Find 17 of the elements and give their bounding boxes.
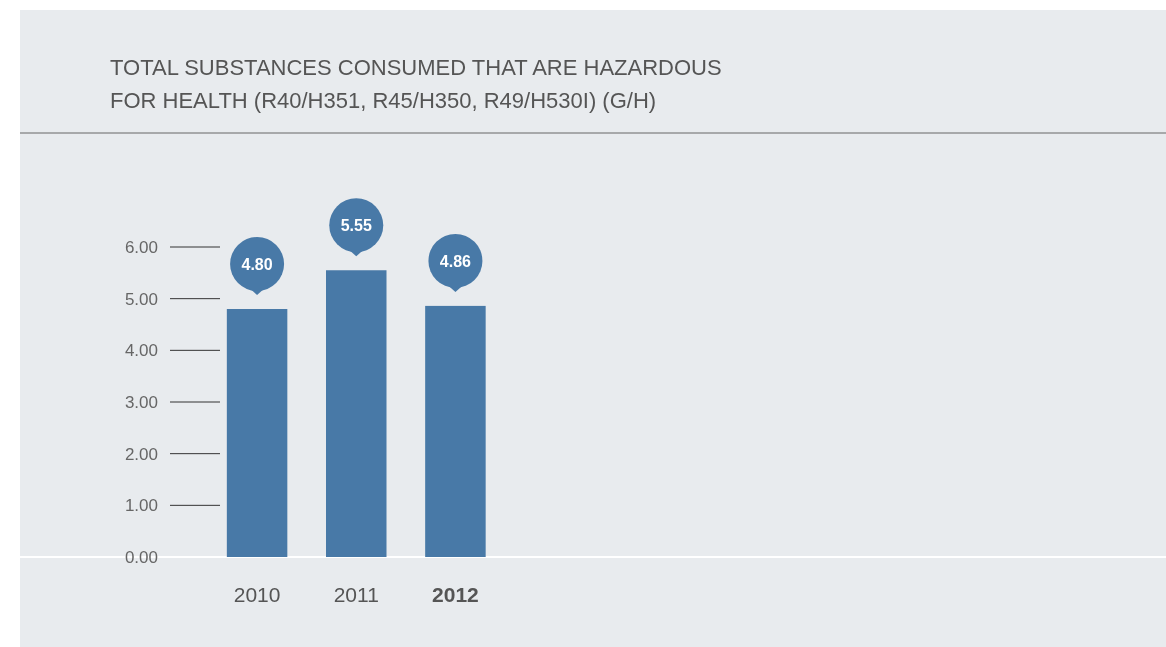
chart-title: TOTAL SUBSTANCES CONSUMED THAT ARE HAZARDOUS FOR HEALTH (R40/H351, R45/H350, R49/H530I) (G/H) [110, 55, 722, 113]
y-tick-label: 0.00 [124, 547, 158, 567]
x-tick-label: 2010 [233, 582, 281, 606]
y-tick-label: 1.00 [124, 496, 158, 516]
y-tick-label: 6.00 [124, 237, 158, 257]
bar [326, 270, 387, 557]
x-tick-label: 2011 [333, 582, 379, 606]
y-tick-label: 3.00 [124, 392, 158, 412]
bar [226, 309, 288, 557]
data-label: 4.86 [439, 252, 472, 270]
x-tick-label: 2012 [432, 582, 479, 606]
y-tick-label: 4.00 [124, 341, 158, 361]
data-label: 5.55 [340, 216, 372, 234]
bar [425, 305, 486, 557]
y-tick-label: 2.00 [124, 444, 158, 464]
data-label: 4.80 [241, 255, 273, 273]
y-tick-label: 5.00 [124, 289, 158, 309]
